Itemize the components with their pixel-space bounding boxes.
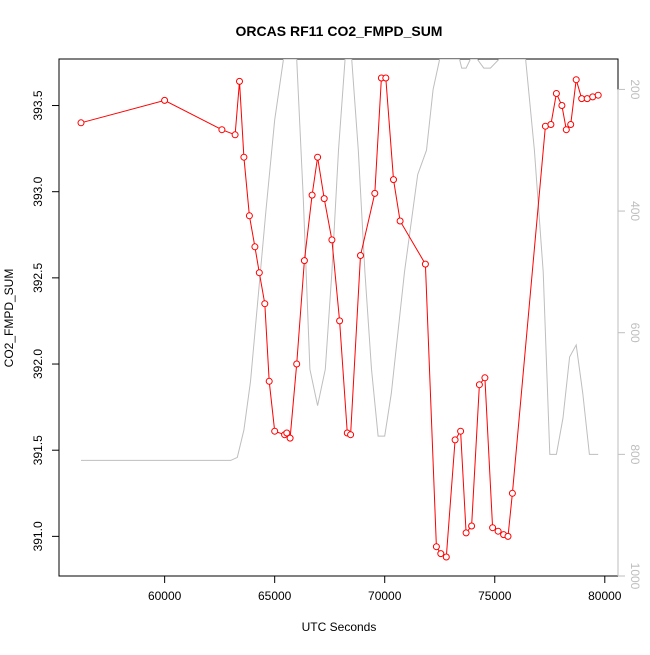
data-point — [371, 189, 379, 197]
data-point — [300, 257, 308, 265]
data-point — [286, 434, 294, 442]
x-axis-label: UTC Seconds — [302, 620, 377, 634]
x-tick-label: 70000 — [368, 589, 402, 603]
plot-frame — [58, 58, 619, 577]
x-tick-label: 60000 — [148, 589, 182, 603]
data-point — [328, 236, 336, 244]
y-tick-label: 393.0 — [31, 176, 45, 206]
data-point — [572, 76, 580, 84]
data-point — [293, 360, 301, 368]
y2-tick-label: 800 — [628, 444, 642, 464]
data-point — [481, 374, 489, 382]
data-point — [432, 543, 440, 551]
data-point — [265, 377, 273, 385]
data-point — [251, 243, 259, 251]
data-point — [547, 121, 555, 128]
data-point — [218, 126, 226, 134]
secondary-series-line — [81, 59, 599, 461]
y2-tick-label: 200 — [628, 79, 642, 99]
data-point — [390, 176, 397, 184]
y2-tick-label: 600 — [628, 323, 642, 343]
y2-tick-label: 400 — [628, 201, 642, 221]
x-tick-label: 75000 — [478, 589, 512, 603]
y-tick-label: 392.0 — [31, 349, 45, 379]
y-tick-label: 391.5 — [31, 435, 45, 465]
data-point — [504, 532, 512, 540]
data-point — [468, 522, 476, 530]
y-tick-label: 392.5 — [31, 263, 45, 293]
data-point — [594, 91, 602, 99]
data-point — [283, 429, 291, 437]
x-tick-label: 80000 — [588, 589, 622, 603]
primary-series-layer — [77, 74, 602, 561]
secondary-series-layer — [81, 59, 599, 461]
y-tick-label: 393.5 — [31, 90, 45, 120]
axes-layer: 60000 65000 70000 75000 80000 391.0 391.5 392.0… — [31, 79, 642, 603]
data-point — [558, 102, 566, 109]
data-point — [77, 119, 85, 127]
data-point — [451, 436, 459, 444]
data-point — [562, 126, 570, 134]
data-point — [231, 131, 239, 139]
y2-tick-label: 1000 — [628, 563, 642, 590]
data-point — [261, 300, 269, 308]
data-point — [271, 427, 279, 435]
y-tick-label: 391.0 — [31, 521, 45, 551]
data-point — [457, 427, 465, 435]
data-point — [161, 96, 169, 104]
data-point — [442, 553, 450, 561]
data-point — [382, 74, 390, 82]
data-point — [255, 269, 263, 277]
data-point — [396, 217, 404, 225]
data-point — [347, 431, 355, 439]
y-axis-label: CO2_FMPD_SUM — [2, 269, 16, 368]
data-point — [462, 529, 470, 537]
data-point — [508, 489, 516, 497]
data-point — [437, 550, 445, 558]
data-point — [245, 212, 253, 220]
data-point — [314, 153, 322, 161]
x-tick-label: 65000 — [258, 589, 292, 603]
chart-title: ORCAS RF11 CO2_FMPD_SUM — [236, 23, 443, 39]
data-point — [240, 153, 248, 161]
data-point — [494, 527, 502, 535]
data-point — [236, 77, 243, 85]
data-point — [308, 191, 316, 199]
data-point — [567, 121, 575, 128]
data-point — [475, 381, 483, 389]
data-point — [421, 260, 429, 268]
data-point — [552, 90, 560, 97]
data-point — [320, 195, 328, 203]
data-point — [336, 317, 344, 325]
data-point — [357, 252, 364, 259]
data-point — [489, 524, 497, 532]
